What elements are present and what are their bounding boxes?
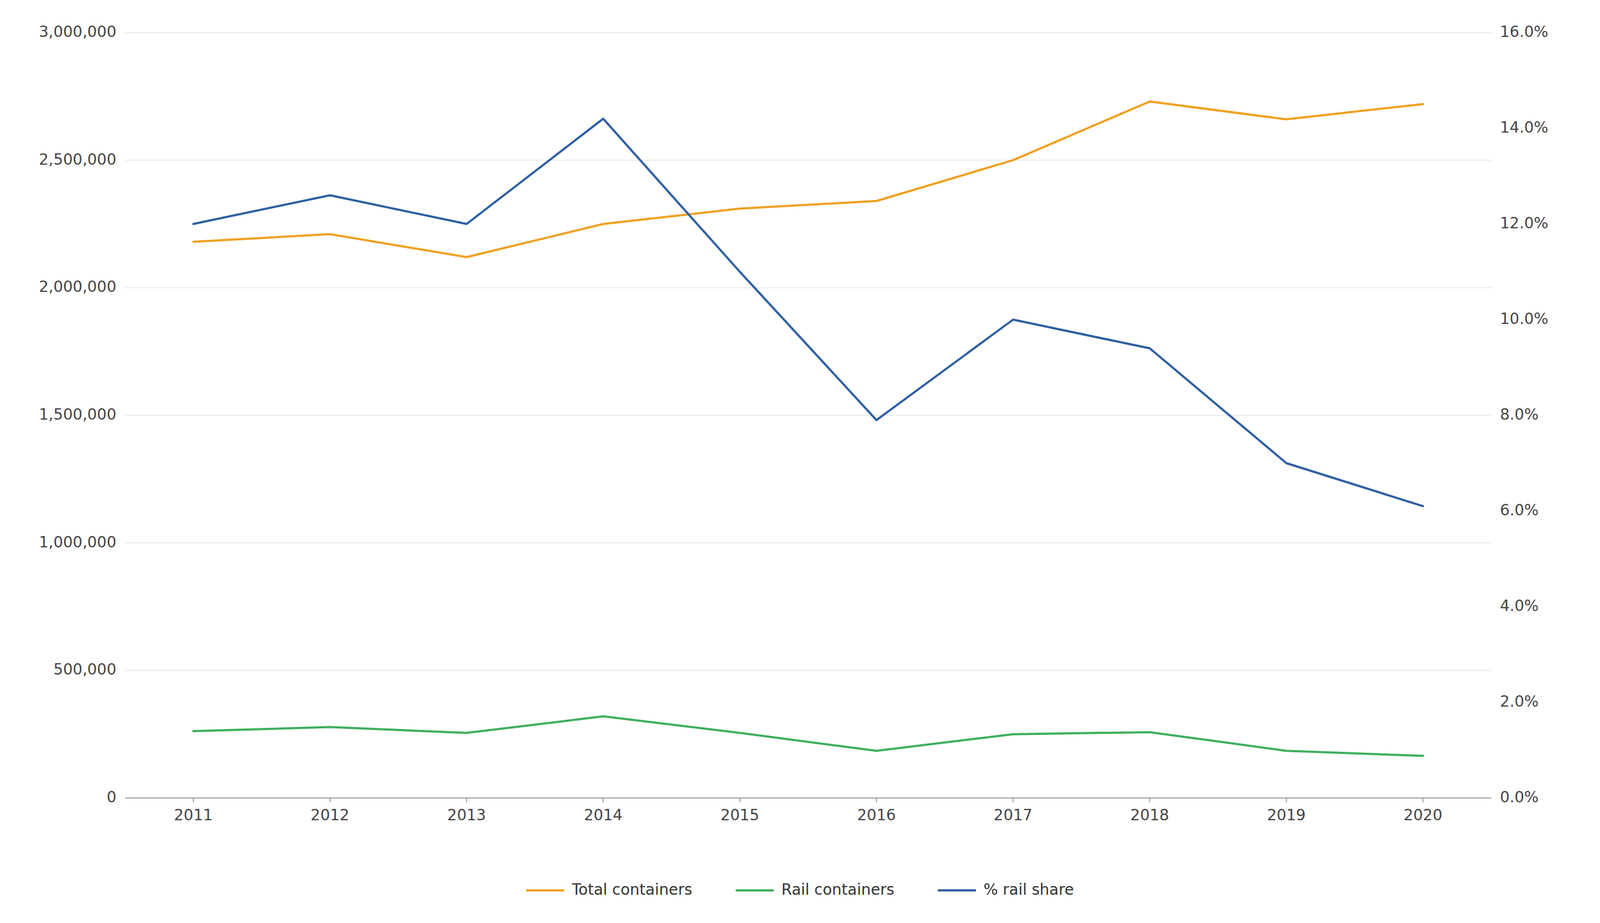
- x-tick: [1285, 798, 1287, 803]
- y-tick-label: 2,500,000: [38, 150, 117, 169]
- y-tick-label: 1,500,000: [38, 405, 117, 424]
- x-tick: [329, 798, 331, 803]
- x-tick-label: 2017: [993, 806, 1033, 825]
- x-tick-label: 2015: [720, 806, 759, 825]
- x-tick-label: 2019: [1266, 806, 1306, 825]
- legend-item: % rail share: [937, 880, 1074, 899]
- y2-tick-label: 0.0%: [1499, 788, 1539, 807]
- x-tick: [602, 798, 605, 803]
- y2-tick-label: 12.0%: [1499, 214, 1549, 233]
- y2-tick-label: 8.0%: [1499, 405, 1539, 424]
- y2-tick-label: 4.0%: [1499, 596, 1539, 615]
- series-group: [193, 101, 1424, 757]
- legend: Total containers Rail containers % rail sh…: [526, 880, 1075, 899]
- legend-label: Total containers: [571, 880, 693, 899]
- grid: [125, 32, 1492, 799]
- x-tick-label: 2011: [173, 806, 213, 825]
- legend-label: % rail share: [983, 880, 1074, 899]
- x-tick: [466, 798, 468, 803]
- x-tick-label: 2014: [583, 806, 623, 825]
- y-tick-label: 1,000,000: [38, 533, 117, 552]
- y2-tick-label: 6.0%: [1499, 501, 1539, 520]
- grid-line: [125, 32, 1492, 34]
- x-tick-label: 2012: [310, 806, 350, 825]
- x-tick: [1012, 798, 1014, 803]
- grid-line: [125, 159, 1492, 161]
- legend-label: Rail containers: [781, 880, 895, 899]
- x-tick-label: 2018: [1130, 806, 1169, 825]
- x-tick-label: 2013: [447, 806, 487, 825]
- grid-line: [125, 287, 1492, 289]
- line: [193, 101, 1424, 258]
- y-tick-label: 3,000,000: [38, 22, 117, 41]
- y2-tick-label: 2.0%: [1499, 692, 1539, 711]
- chart: 0 500,000 1,000,000 1,500,000 2,000,000 2,500…: [0, 0, 1600, 923]
- line: [193, 118, 1424, 507]
- x-tick-label: 2020: [1403, 806, 1443, 825]
- legend-item: Rail containers: [735, 880, 895, 899]
- y-tick-label: 0: [106, 788, 117, 807]
- grid-line: [125, 415, 1492, 416]
- x-tick: [1149, 798, 1151, 803]
- legend-item: Total containers: [526, 880, 693, 899]
- x-tick: [739, 798, 741, 803]
- x-tick: [193, 798, 195, 803]
- y2-tick-label: 10.0%: [1499, 309, 1549, 328]
- y-tick-label: 500,000: [53, 660, 117, 679]
- legend-swatch: [735, 889, 774, 892]
- grid-line: [125, 542, 1492, 544]
- grid-line: [125, 670, 1492, 671]
- x-tick: [875, 798, 877, 803]
- legend-swatch: [937, 889, 976, 892]
- background: [0, 0, 1600, 923]
- line: [193, 716, 1424, 757]
- legend-swatch: [526, 889, 565, 892]
- y2-tick-label: 16.0%: [1499, 22, 1549, 41]
- y-tick-label: 2,000,000: [38, 277, 117, 296]
- x-tick: [1422, 798, 1424, 803]
- y2-tick-label: 14.0%: [1499, 118, 1549, 137]
- x-tick-label: 2016: [857, 806, 896, 825]
